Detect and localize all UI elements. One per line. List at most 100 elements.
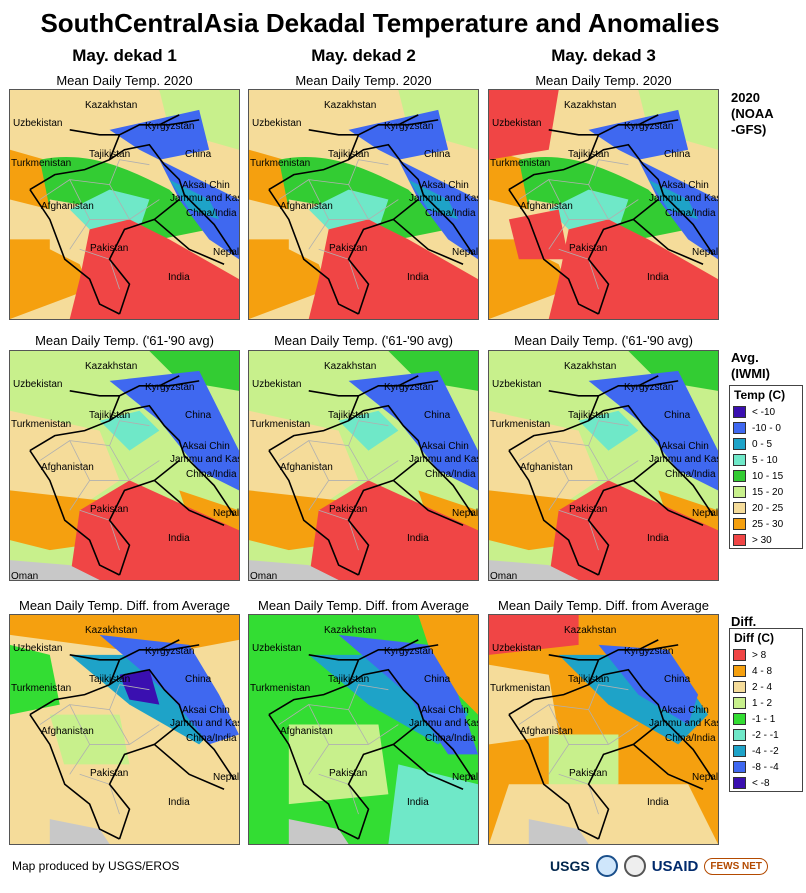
map-panel-difference-dekad-3: Kazakhstan Uzbekistan Kyrgyzstan Turkmenist… [488,614,719,845]
place-label: Kazakhstan [324,625,377,636]
climate-zone [308,219,478,319]
map-panel-difference-dekad-1: Kazakhstan Uzbekistan Kyrgyzstan Turkmenist… [9,614,240,845]
legend-swatch [733,665,746,677]
place-label: Uzbekistan [13,379,63,390]
place-label: Jammu and Kashmir [649,454,718,465]
place-label: Kazakhstan [85,361,138,372]
legend-difference: Diff (C) > 8 4 - 8 2 - 4 1 - 2 -1 - 1 -2 - -1… [729,628,803,792]
place-label: Pakistan [329,243,368,254]
place-label: Turkmenistan [490,419,551,430]
subtitle-difference: Mean Daily Temp. Diff. from Average [19,598,230,613]
place-label: Uzbekistan [492,379,542,390]
legend-label: > 8 [752,649,767,661]
place-label: Uzbekistan [13,643,63,654]
map-panel-average-dekad-2: Kazakhstan Uzbekistan Kyrgyzstan Turkmenist… [248,350,479,581]
province-boundaries [518,684,639,815]
legend-swatch [733,438,746,450]
legend-item: -10 - 0 [730,420,802,436]
place-label: China [664,674,691,685]
place-label: Pakistan [90,504,129,515]
legend-swatch [733,729,746,741]
province-boundaries [518,159,639,290]
place-label: China/India [425,469,476,480]
place-label: China [424,674,451,685]
legend-item: -8 - -4 [730,759,802,775]
place-label: Pakistan [329,768,368,779]
place-label: Pakistan [329,504,368,515]
legend-item: > 30 [730,532,802,548]
place-label: Tajikistan [568,410,610,421]
place-label: Tajikistan [568,674,610,685]
legend-item: 4 - 8 [730,663,802,679]
place-label: Pakistan [569,768,608,779]
legend-item: -1 - 1 [730,711,802,727]
place-label: Pakistan [569,243,608,254]
place-label: Jammu and Kashmir [409,193,478,204]
noaa-logo-icon [595,855,618,877]
province-boundaries [278,159,399,290]
map-panel-difference-dekad-2: Kazakhstan Uzbekistan Kyrgyzstan Turkmenist… [248,614,479,845]
map-raster [489,90,718,319]
climate-zone [489,90,559,160]
place-label: Turkmenistan [490,158,551,169]
legend-swatch [733,422,746,434]
place-label: Tajikistan [89,149,131,160]
province-boundaries [278,420,399,551]
place-label: Tajikistan [328,149,370,160]
legend-swatch [733,713,746,725]
place-label: Pakistan [90,768,129,779]
legend-label: 4 - 8 [752,665,773,677]
place-label: Kazakhstan [564,100,617,111]
place-label: Turkmenistan [11,158,72,169]
place-label: Turkmenistan [250,683,311,694]
climate-zone [149,351,239,391]
legend-label: < -8 [752,777,770,789]
legend-swatch [733,470,746,482]
legend-label: -8 - -4 [752,761,779,773]
place-label: Nepal [452,772,479,783]
place-label: China [185,149,212,160]
fews-net-logo: FEWS NET [704,857,769,875]
country-borders [29,114,235,315]
legend-swatch [733,502,746,514]
place-label: India [168,533,190,544]
legend-item: 25 - 30 [730,516,802,532]
map-raster [10,90,239,319]
legend-label: 0 - 5 [752,438,773,450]
row-tag-average: Avg. (IWMI) [731,350,770,381]
legend-swatch [733,486,746,498]
place-label: Aksai Chin [661,180,709,191]
place-label: Afghanistan [520,726,573,737]
map-raster [489,615,718,844]
place-label: Uzbekistan [252,643,302,654]
legend-swatch [733,406,746,418]
climate-zone [548,219,718,319]
place-label: Afghanistan [280,462,333,473]
place-label: Kyrgyzstan [384,382,434,393]
place-label: China/India [665,733,716,744]
place-label: Kazakhstan [324,361,377,372]
place-label: China [424,410,451,421]
province-boundaries [39,159,160,290]
province-boundaries [278,684,399,815]
map-raster [10,615,239,844]
subtitle-current: Mean Daily Temp. 2020 [295,73,432,88]
page-title: SouthCentralAsia Dekadal Temperature and… [40,8,720,38]
seal-icon [623,855,646,877]
column-header-dekad-3: May. dekad 3 [551,46,656,65]
climate-zone [10,410,120,501]
climate-zone [388,351,478,391]
place-label: Jammu and Kashmir [409,718,478,729]
place-label: Nepal [213,247,240,258]
place-label: Afghanistan [520,462,573,473]
place-label: Aksai Chin [661,705,709,716]
legend-label: -2 - -1 [752,729,779,741]
place-label: Jammu and Kashmir [649,718,718,729]
legend-item: 0 - 5 [730,436,802,452]
place-label: Afghanistan [280,201,333,212]
place-label: China/India [186,469,237,480]
climate-zone [489,410,599,501]
place-label: Jammu and Kashmir [409,454,478,465]
legend-label: -10 - 0 [752,422,781,434]
place-label: India [168,797,190,808]
